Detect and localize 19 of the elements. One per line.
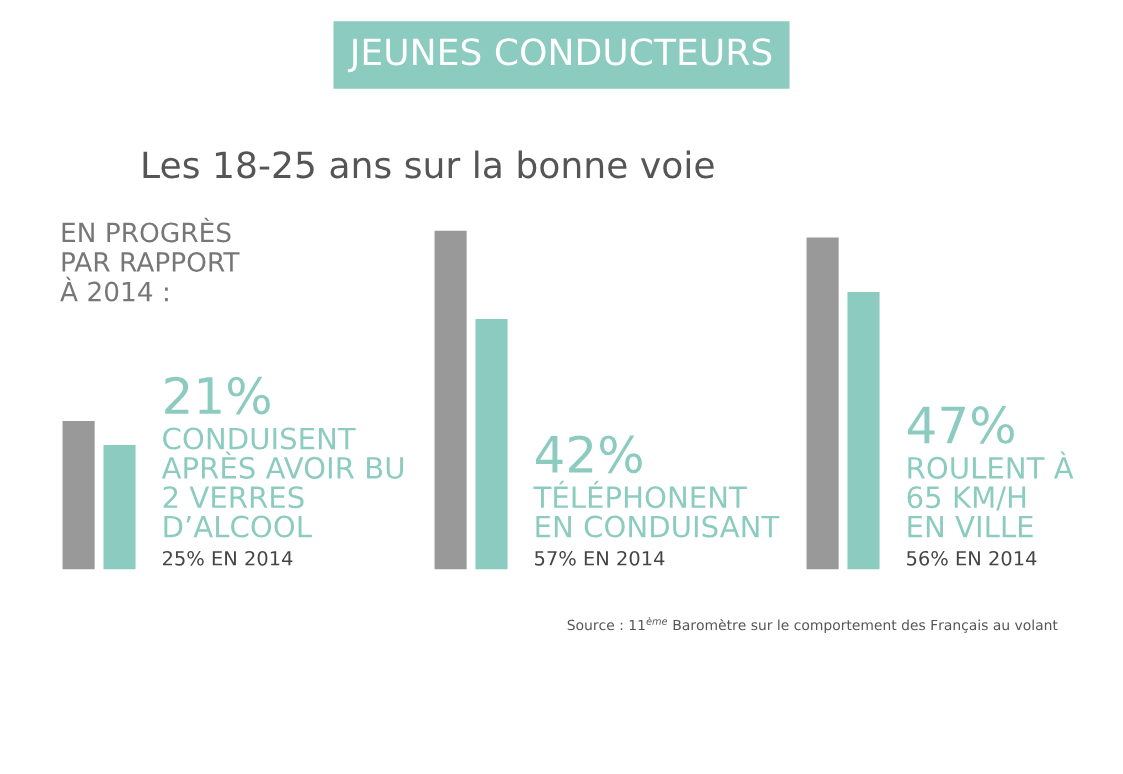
annotation: TÉLÉPHONENT EN CONDUISANT — [533, 480, 780, 538]
annotation: 57% EN 2014 — [535, 550, 665, 566]
chart-title: JEUNES CONDUCTEURS — [347, 38, 772, 73]
annotation: EN PROGRÈS PAR RAPPORT À 2014 : — [60, 217, 240, 302]
annotation: CONDUISENT APRÈS AVOIR BU 2 VERRES D’ALCOOL — [161, 427, 404, 538]
source-note: Source : 11$^{ème}$ Baromètre sur le comportement des Français au volant — [567, 616, 1058, 633]
annotation: 42% — [536, 435, 642, 474]
bar — [61, 419, 97, 570]
bar — [846, 290, 881, 570]
annotation: 56% EN 2014 — [907, 550, 1037, 566]
bar — [433, 229, 469, 570]
annotation: ROULENT À 65 KM/H EN VILLE — [907, 451, 1074, 538]
annotation: 47% — [908, 406, 1014, 444]
annotation: 21% — [165, 376, 270, 415]
bar — [102, 443, 137, 570]
bar — [474, 317, 509, 570]
annotation: 25% EN 2014 — [162, 550, 293, 566]
bar — [805, 236, 841, 570]
chart-subtitle: Les 18-25 ans sur la bonne voie — [143, 150, 714, 179]
